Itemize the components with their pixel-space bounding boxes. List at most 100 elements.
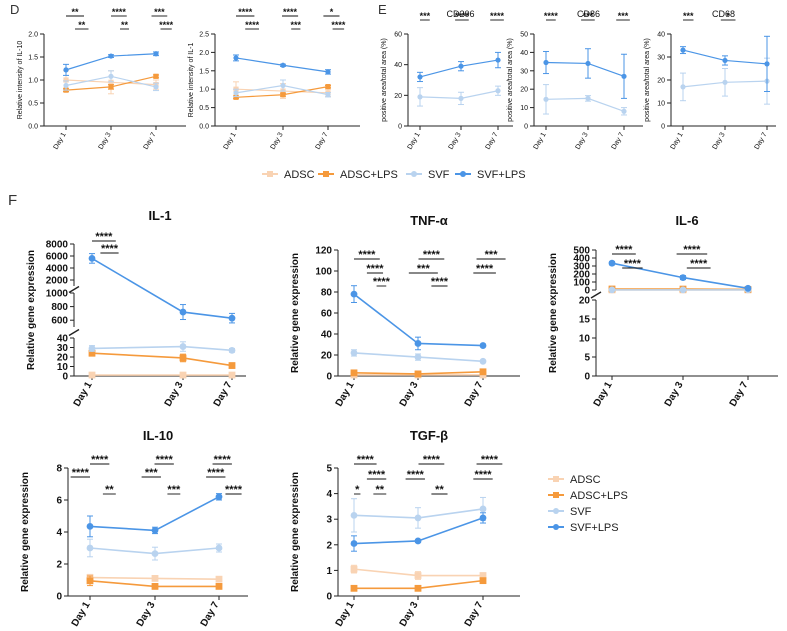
chart-title: IL-6: [675, 213, 698, 228]
y-axis-label: Relative gene expression: [20, 472, 31, 592]
data-point: [108, 53, 114, 59]
data-point: [722, 57, 728, 64]
y-tick-label: 200: [573, 270, 590, 281]
series-line: [545, 97, 625, 112]
y-tick-label: 40: [657, 31, 665, 38]
chart-cd86: CD86 positive area/total area (%) 0 10 20 30 4…: [507, 9, 643, 151]
y-tick-label: 0: [524, 123, 528, 130]
significance-label: ****: [283, 7, 298, 17]
significance-label: ***: [618, 11, 629, 21]
significance-label: ****: [366, 263, 384, 275]
x-tick-label: Day 1: [670, 131, 685, 150]
significance-label: **: [105, 484, 114, 496]
data-point: [543, 96, 549, 102]
y-tick-label: 30: [657, 54, 665, 61]
data-point: [86, 523, 94, 530]
data-point: [585, 60, 591, 67]
data-point: [179, 343, 187, 350]
x-tick-label: Day 7: [611, 131, 626, 150]
data-point: [179, 308, 187, 316]
chart-title: IL-10: [143, 428, 173, 443]
data-point: [280, 62, 286, 68]
data-point: [233, 94, 239, 100]
data-point: [350, 584, 358, 592]
significance-label: **: [78, 20, 86, 30]
legend-item-svf: SVF: [406, 169, 450, 181]
x-tick-label: Day 1: [533, 131, 548, 150]
significance-label: ****: [156, 454, 174, 466]
y-tick-label: 20: [657, 77, 665, 84]
series-adsc: [350, 564, 487, 580]
series-svf-lps: [543, 48, 627, 99]
chart-title: CD86: [577, 9, 600, 19]
series-svf-lps: [417, 51, 501, 83]
significance-label: ****: [481, 454, 499, 466]
significance-label: ****: [624, 258, 642, 270]
significance-label: ****: [476, 263, 494, 275]
y-tick-label: 20: [321, 351, 333, 362]
y-tick-label: 2000: [46, 276, 69, 287]
data-point: [350, 369, 358, 377]
series-svf-lps: [680, 35, 770, 92]
significance-label: **: [376, 484, 385, 496]
data-point: [679, 274, 687, 281]
series-svf: [543, 84, 627, 116]
y-tick-label: 1.0: [199, 87, 209, 94]
y-tick-label: 5: [326, 464, 332, 475]
data-point: [63, 77, 69, 83]
data-point: [414, 572, 422, 579]
y-tick-label: 0: [584, 286, 590, 297]
y-tick-label: 8000: [46, 240, 69, 251]
data-point: [680, 47, 686, 53]
x-tick-label: Day 1: [407, 131, 422, 150]
series-svf-lps: [63, 51, 159, 76]
x-tick-label: Day 7: [728, 380, 751, 409]
y-tick-label: 0.5: [28, 100, 38, 107]
panel-label-f: F: [8, 192, 17, 209]
data-point: [458, 63, 464, 69]
data-point: [350, 565, 358, 573]
legend-label: SVF: [570, 506, 592, 518]
data-point: [479, 342, 487, 349]
significance-label: ***: [167, 484, 181, 496]
data-point: [621, 108, 627, 114]
axis-break-mark: [68, 285, 80, 294]
data-point: [417, 94, 423, 100]
data-point: [414, 340, 422, 347]
significance-label: ****: [373, 276, 391, 288]
significance-label: ****: [423, 249, 441, 261]
data-point: [215, 544, 223, 552]
significance-label: ****: [207, 467, 225, 479]
y-axis-label: Relative intensity of IL-1: [188, 43, 195, 118]
x-tick-label: Day 7: [463, 380, 486, 409]
x-tick-label: Day 3: [448, 131, 463, 150]
y-tick-label: 0: [584, 372, 590, 383]
y-tick-label: 0.5: [199, 105, 209, 112]
significance-label: ***: [683, 11, 694, 21]
series-line: [89, 496, 220, 532]
data-point: [350, 511, 358, 519]
legend-top: ADSC ADSC+LPS SVF SVF+LPS: [262, 169, 526, 181]
series-svf: [350, 349, 487, 365]
data-point: [233, 55, 239, 61]
significance-label: ****: [368, 469, 386, 481]
significance-label: *: [330, 7, 334, 17]
significance-label: ****: [358, 249, 376, 261]
y-tick-label: 100: [315, 267, 332, 278]
data-point: [88, 371, 96, 379]
chart-title: TGF-β: [410, 428, 448, 443]
y-tick-label: 0: [398, 123, 402, 130]
significance-label: ****: [615, 244, 633, 256]
series-line: [545, 61, 625, 77]
series-svf-lps: [86, 493, 223, 538]
data-point: [458, 95, 464, 101]
y-tick-label: 60: [321, 309, 333, 320]
y-tick-label: 2.0: [199, 50, 209, 57]
legend-item-svf-lps: SVF+LPS: [548, 522, 619, 534]
y-tick-label: 4000: [46, 264, 69, 275]
data-point: [151, 527, 159, 534]
significance-label: ****: [683, 244, 701, 256]
series-svf-lps: [88, 253, 236, 324]
y-tick-label: 1: [326, 566, 332, 577]
